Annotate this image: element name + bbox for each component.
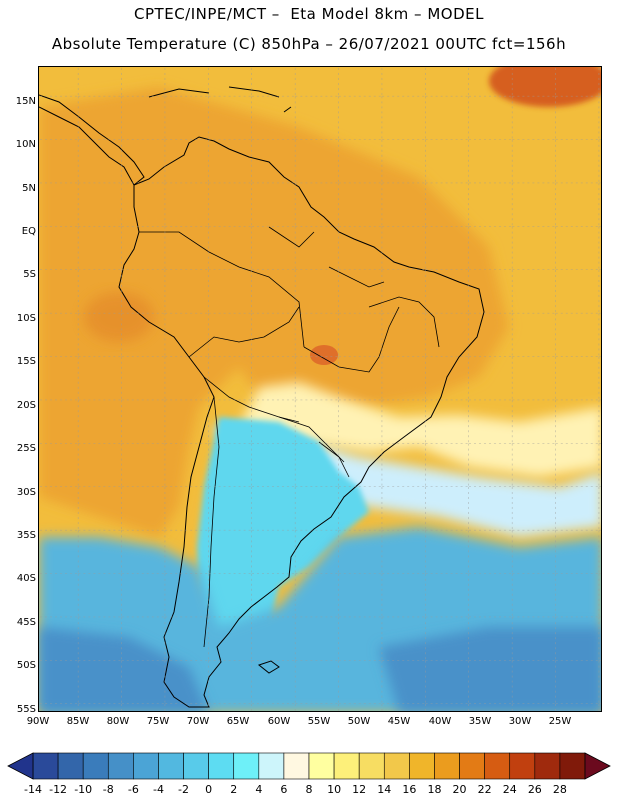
lat-label-50s: 50S — [16, 660, 36, 671]
colorbar-label: 18 — [427, 783, 442, 796]
colorbar-label: 28 — [552, 783, 567, 796]
lon-label-25w: 25W — [548, 716, 572, 727]
colorbar-label: 26 — [527, 783, 542, 796]
colorbar-swatch — [358, 752, 385, 780]
lat-label-5s: 5S — [23, 269, 36, 280]
lon-label-60w: 60W — [267, 716, 291, 727]
colorbar-swatch — [32, 752, 59, 780]
colorbar-swatch — [459, 752, 485, 780]
lon-label-75w: 75W — [146, 716, 170, 727]
colorbar-label: -12 — [49, 783, 68, 796]
colorbar-label: 12 — [352, 783, 367, 796]
colorbar-label: -8 — [102, 783, 114, 796]
colorbar-label: -14 — [24, 783, 42, 796]
map-canvas — [39, 67, 601, 711]
lon-label-65w: 65W — [226, 716, 250, 727]
lon-label-55w: 55W — [307, 716, 331, 727]
colorbar-swatch — [107, 752, 134, 780]
colorbar-swatch — [434, 752, 460, 780]
colorbar-swatch — [333, 752, 360, 780]
colorbar-swatch — [409, 752, 435, 780]
lat-label-40s: 40S — [16, 573, 36, 584]
colorbar-swatch — [484, 752, 511, 780]
lon-label-35w: 35W — [468, 716, 492, 727]
lat-label-10n: 10N — [15, 139, 36, 150]
colorbar-label: 22 — [477, 783, 492, 796]
colorbar-label: -10 — [74, 783, 93, 796]
colorbar-label: 8 — [305, 783, 313, 796]
chart-title: CPTEC/INPE/MCT – Eta Model 8km – MODEL — [134, 5, 484, 23]
colorbar-swatch — [208, 752, 235, 780]
lat-label-20s: 20S — [16, 400, 36, 411]
colorbar-label: -6 — [127, 783, 139, 796]
lon-label-80w: 80W — [106, 716, 130, 727]
colorbar-left-arrow — [7, 752, 34, 780]
lat-label-30s: 30S — [16, 487, 36, 498]
lat-label-35s: 35S — [16, 530, 36, 541]
lon-label-85w: 85W — [66, 716, 90, 727]
colorbar-swatch — [383, 752, 410, 780]
colorbar-swatch — [509, 752, 536, 780]
chart-subtitle: Absolute Temperature (C) 850hPa – 26/07/… — [51, 35, 567, 53]
lon-label-70w: 70W — [186, 716, 210, 727]
lat-label-55s: 55S — [16, 704, 36, 715]
temperature-map — [38, 66, 602, 712]
colorbar-swatch — [183, 752, 209, 780]
colorbar-swatch — [559, 752, 586, 780]
lon-label-90w: 90W — [26, 716, 50, 727]
lon-label-30w: 30W — [508, 716, 532, 727]
colorbar-label: 14 — [377, 783, 392, 796]
lon-label-50w: 50W — [347, 716, 371, 727]
lat-label-15s: 15S — [16, 356, 36, 367]
colorbar-label: -2 — [178, 783, 190, 796]
colorbar-swatch — [258, 752, 285, 780]
colorbar-swatch — [158, 752, 184, 780]
colorbar-swatch — [308, 752, 335, 780]
lat-label-5n: 5N — [22, 183, 36, 194]
lat-label-eq: EQ — [21, 226, 36, 237]
lat-label-45s: 45S — [16, 617, 36, 628]
lat-lon-grid — [39, 67, 601, 711]
colorbar-swatch — [133, 752, 159, 780]
lat-label-15n: 15N — [15, 96, 36, 107]
colorbar-label: 0 — [205, 783, 213, 796]
colorbar-label: 20 — [452, 783, 467, 796]
lat-label-10s: 10S — [16, 313, 36, 324]
colorbar-swatch — [57, 752, 84, 780]
colorbar-label: 16 — [402, 783, 417, 796]
colorbar-label: 6 — [280, 783, 288, 796]
colorbar-swatch — [534, 752, 561, 780]
lon-label-40w: 40W — [428, 716, 452, 727]
colorbar — [7, 752, 611, 780]
colorbar-label: 4 — [255, 783, 263, 796]
lon-label-45w: 45W — [387, 716, 411, 727]
colorbar-label: 2 — [230, 783, 238, 796]
colorbar-label: -4 — [152, 783, 164, 796]
colorbar-swatch — [82, 752, 109, 780]
colorbar-swatch — [283, 752, 310, 780]
lat-label-25s: 25S — [16, 443, 36, 454]
colorbar-label: 10 — [327, 783, 342, 796]
colorbar-swatches — [32, 752, 586, 780]
colorbar-label: 24 — [502, 783, 517, 796]
colorbar-right-arrow — [584, 752, 611, 780]
colorbar-swatch — [233, 752, 260, 780]
